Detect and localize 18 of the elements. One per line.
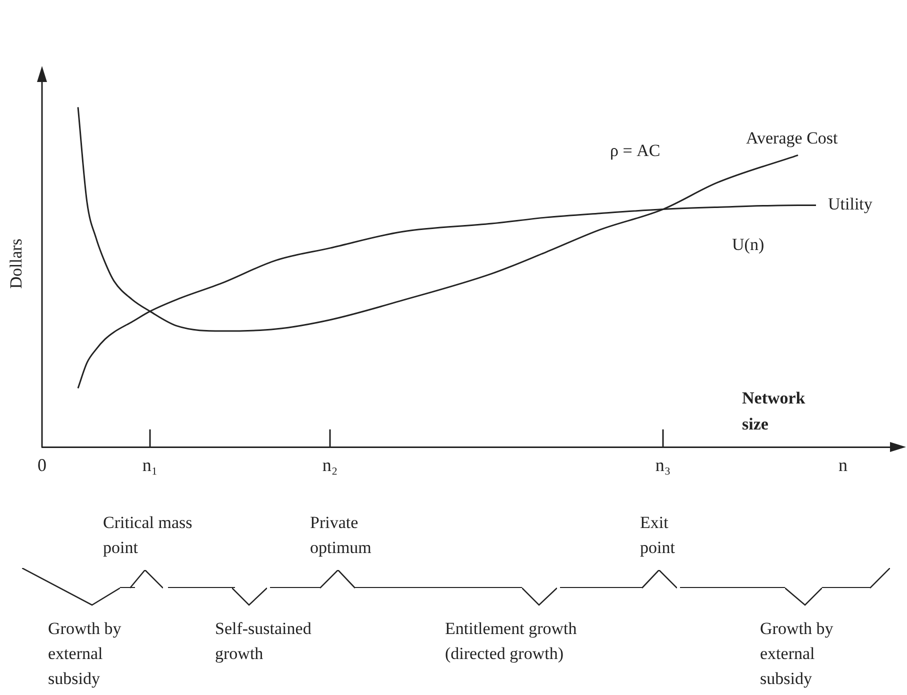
text: Growth by external subsidy (760, 618, 834, 690)
x-tick-label: n₃ (655, 454, 671, 475)
x-tick-label: n₁ (142, 454, 158, 475)
x-axis-title: Network size (742, 388, 806, 434)
series-label: Average Cost (746, 128, 838, 148)
x-tick-label: n₂ (322, 454, 338, 475)
annotation: ρ = AC (610, 140, 662, 162)
text: Growth by external subsidy (48, 618, 122, 690)
text: Critical mass point (103, 512, 194, 559)
x-tick-label: 0 (38, 454, 46, 475)
text: Entitlement growth (directed growth) (445, 618, 578, 665)
text: Private optimum (310, 512, 372, 559)
x-tick-label: n (838, 454, 848, 475)
annotation: U(n) (732, 234, 766, 256)
text: Self-sustained growth (215, 618, 312, 665)
y-axis-title: Dollars (6, 238, 26, 289)
text: Exit point (640, 512, 676, 559)
series-label: Utility (828, 194, 873, 214)
